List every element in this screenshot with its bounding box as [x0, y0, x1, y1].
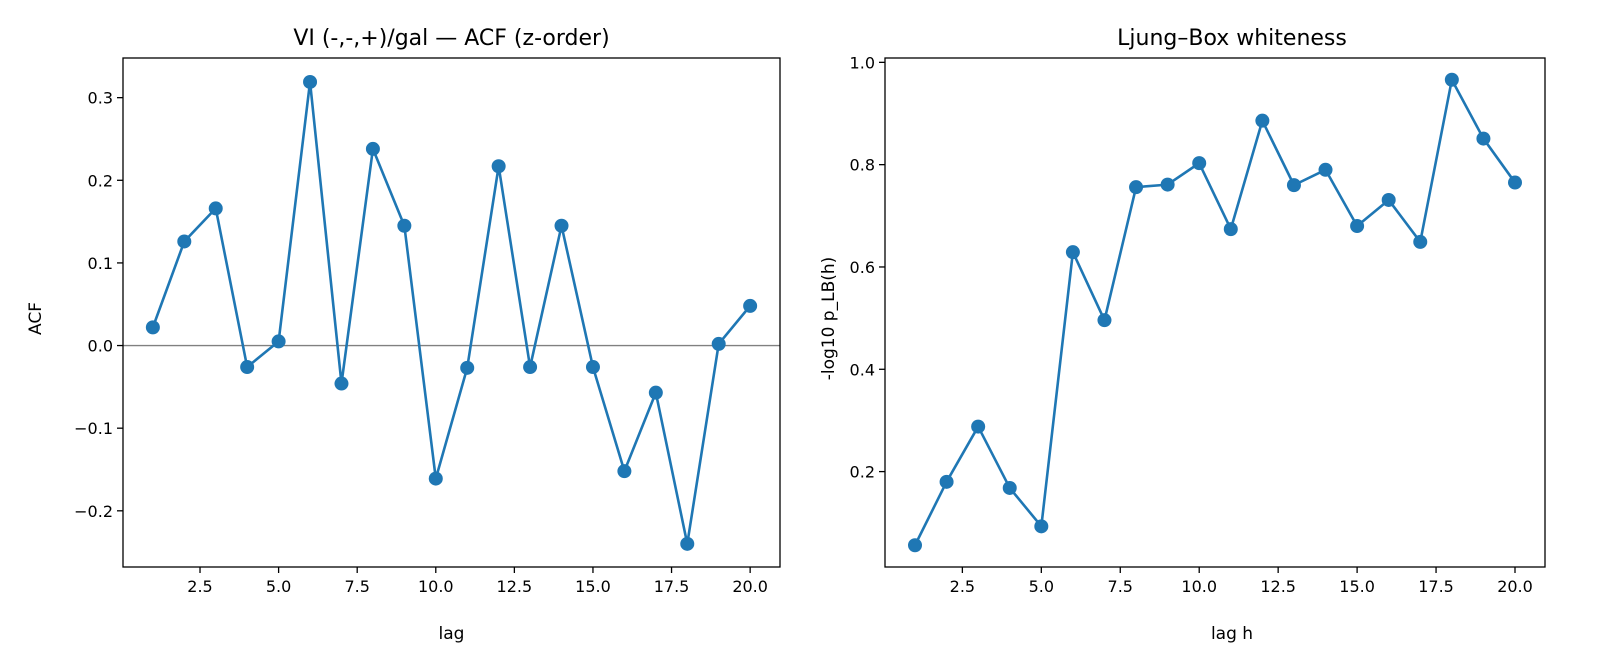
ljung-box-data-point: [1508, 175, 1522, 190]
acf-x-tick-label: 12.5: [497, 577, 533, 596]
acf-y-tick-label: −0.1: [74, 419, 113, 438]
ljung-box-y-tick-label: 0.2: [850, 463, 875, 482]
acf-data-point: [240, 360, 255, 375]
ljung-box-x-axis-label: lag h: [1211, 624, 1253, 644]
acf-data-point: [460, 360, 475, 375]
ljung-box-data-point: [1192, 156, 1207, 171]
ljung-box-data-point: [1223, 222, 1238, 237]
acf-x-tick-label: 7.5: [344, 577, 369, 596]
acf-data-point: [491, 159, 506, 174]
ljung-box-axes-frame: [884, 57, 1546, 568]
ljung-box-data-point: [1476, 131, 1491, 146]
acf-panel: VI (-,-,+)/gal — ACF (z-order) lag ACF 2…: [26, 26, 781, 644]
acf-data-point: [208, 201, 223, 216]
acf-data-point: [554, 218, 569, 233]
acf-x-tick-label: 15.0: [575, 577, 611, 596]
ljung-box-x-tick-label: 7.5: [1108, 577, 1133, 596]
acf-y-axis-label: ACF: [26, 302, 46, 335]
acf-data-point: [145, 320, 160, 335]
ljung-box-data-point: [1129, 180, 1144, 195]
acf-series-line: [151, 80, 752, 546]
ljung-box-y-tick-label: 0.6: [850, 258, 875, 277]
acf-data-point: [523, 360, 538, 375]
acf-x-tick-label: 2.5: [187, 577, 212, 596]
ljung-box-x-tick-label: 2.5: [950, 577, 975, 596]
ljung-box-data-point: [1381, 192, 1396, 207]
acf-y-tick-label: 0.3: [88, 89, 113, 108]
ljung-box-data-point: [1318, 162, 1333, 177]
ljung-box-data-point: [1034, 519, 1049, 534]
acf-chart-title: VI (-,-,+)/gal — ACF (z-order): [293, 26, 609, 51]
acf-x-tick-label: 17.5: [654, 577, 690, 596]
acf-y-tick-label: 0.2: [88, 171, 113, 190]
ljung-box-y-axis-label: -log10 p_LB(h): [819, 257, 839, 381]
ljung-box-y-tick-label: 1.0: [850, 53, 875, 72]
ljung-box-data-point: [1286, 178, 1301, 193]
acf-y-tick-label: 0.0: [88, 337, 113, 356]
ljung-box-x-tick-label: 17.5: [1418, 577, 1454, 596]
acf-x-tick-label: 5.0: [266, 577, 291, 596]
ljung-box-plot-area: 2.5 5.0 7.5 10.0 12.5 15.0 17.5 20.0 0.2 0.4 0.6 0.…: [850, 53, 1546, 596]
acf-y-tick-label: 0.1: [88, 254, 113, 273]
acf-data-point: [711, 336, 726, 351]
acf-x-tick-label: 20.0: [732, 577, 768, 596]
ljung-box-x-tick-label: 10.0: [1181, 577, 1217, 596]
ljung-box-data-point: [1255, 113, 1270, 128]
acf-x-tick-label: 10.0: [418, 577, 454, 596]
ljung-box-x-tick-label: 20.0: [1497, 577, 1533, 596]
ljung-box-series-line: [913, 78, 1517, 547]
ljung-box-data-point: [1097, 313, 1112, 328]
acf-y-tick-label: −0.2: [74, 502, 113, 521]
ljung-box-data-point: [1444, 72, 1459, 87]
acf-data-point: [585, 360, 600, 375]
ljung-box-y-tick-label: 0.4: [850, 360, 875, 379]
ljung-box-data-point: [1065, 245, 1080, 260]
ljung-box-data-point: [939, 474, 954, 489]
ljung-box-x-tick-label: 15.0: [1339, 577, 1375, 596]
acf-data-point: [680, 536, 695, 551]
ljung-box-data-point: [1350, 219, 1365, 234]
ljung-box-y-tick-label: 0.8: [850, 156, 875, 175]
acf-data-point: [397, 218, 412, 233]
ljung-box-data-point: [908, 538, 922, 553]
ljung-box-panel: Ljung–Box whiteness lag h -log10 p_LB(h)…: [819, 26, 1546, 644]
acf-x-axis-label: lag: [439, 624, 465, 644]
ljung-box-x-tick-label: 12.5: [1260, 577, 1296, 596]
acf-data-point: [177, 234, 192, 249]
acf-data-point: [365, 141, 380, 156]
acf-data-point: [303, 74, 318, 89]
ljung-box-data-point: [971, 419, 986, 434]
acf-data-point: [334, 376, 349, 391]
acf-data-point: [743, 298, 758, 313]
acf-data-point: [617, 464, 632, 479]
acf-data-point: [271, 334, 286, 349]
ljung-box-data-point: [1002, 480, 1017, 495]
acf-data-point: [428, 471, 443, 486]
ljung-box-data-point: [1413, 234, 1428, 249]
ljung-box-x-tick-label: 5.0: [1029, 577, 1054, 596]
ljung-box-data-point: [1160, 177, 1175, 192]
ljung-box-chart-title: Ljung–Box whiteness: [1117, 26, 1347, 51]
acf-plot-area: 2.5 5.0 7.5 10.0 12.5 15.0 17.5 20.0 −0.2 −0.1 0.0…: [74, 57, 781, 596]
acf-data-point: [648, 385, 663, 400]
acf-axes-frame: [122, 57, 781, 568]
